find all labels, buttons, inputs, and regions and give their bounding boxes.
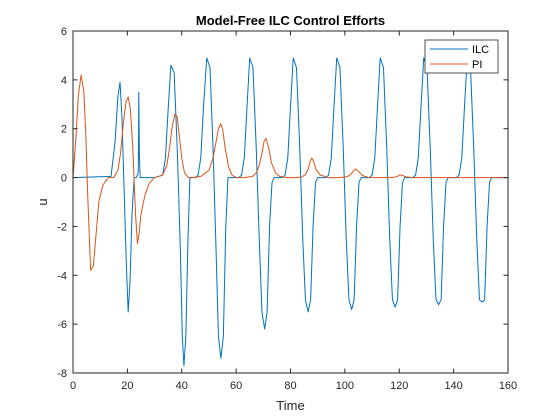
chart-title: Model-Free ILC Control Efforts: [196, 13, 385, 28]
y-tick-label: -4: [57, 270, 67, 282]
x-tick-label: 0: [70, 380, 76, 392]
legend-items: ILC PI: [430, 44, 489, 71]
y-tick-label: 2: [61, 124, 67, 136]
series-line-ilc: [72, 57, 508, 367]
plot-area: [73, 31, 508, 373]
y-axis-label: u: [35, 198, 50, 205]
series-line-pi: [72, 74, 508, 271]
x-tick-label: 20: [121, 380, 133, 392]
x-tick-label: 100: [336, 380, 354, 392]
legend-label-ilc: ILC: [472, 44, 489, 56]
series-layer: [72, 57, 508, 367]
x-tick-label: 160: [499, 380, 517, 392]
y-tick-label: 0: [61, 173, 67, 185]
y-tick-label: 6: [61, 26, 67, 38]
x-tick-label: 140: [444, 380, 462, 392]
y-tick-label: -8: [57, 368, 67, 380]
ticks-layer: 0 20 40 60 80 100 120 140 160 -8 -6 -4 -2 0 2 4 6: [57, 26, 517, 392]
legend-label-pi: PI: [472, 59, 482, 71]
legend-box: [424, 39, 499, 74]
y-tick-label: -6: [57, 319, 67, 331]
x-tick-label: 40: [176, 380, 188, 392]
y-tick-label: -2: [57, 221, 67, 233]
x-axis-label: Time: [276, 398, 304, 413]
legend: ILC PI: [424, 39, 499, 74]
y-tick-label: 4: [61, 75, 67, 87]
x-tick-label: 120: [390, 380, 408, 392]
x-tick-label: 80: [284, 380, 296, 392]
plot-area-background: [73, 31, 508, 373]
x-tick-label: 60: [230, 380, 242, 392]
